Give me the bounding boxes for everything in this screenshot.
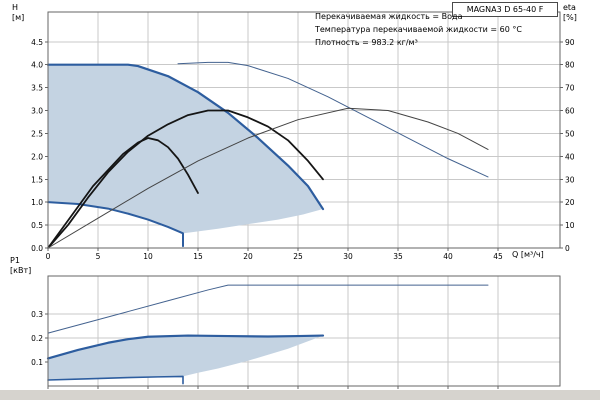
tick-label: 45 xyxy=(493,252,503,261)
tick-label: 3.5 xyxy=(31,84,43,93)
tick-label: 2.0 xyxy=(31,152,43,161)
annotation-temperature: Температура перекачиваемой жидкости = 60… xyxy=(315,25,522,34)
pump-model-title: MAGNA3 D 65-40 F xyxy=(452,2,558,17)
tick-label: 50 xyxy=(565,129,575,138)
tick-label: 60 xyxy=(565,107,575,116)
tick-label: 0.3 xyxy=(31,310,43,319)
tick-label: 0 xyxy=(565,244,570,253)
tick-label: 10 xyxy=(565,221,575,230)
tick-label: 0.5 xyxy=(31,221,43,230)
tick-label: 30 xyxy=(343,252,353,261)
tick-label: 1.5 xyxy=(31,175,43,184)
power-axis-title: P1 [кВт] xyxy=(10,256,31,276)
tick-label: 0.1 xyxy=(31,358,43,367)
p1-chart: 0.1 0.2 0.3 xyxy=(31,275,561,389)
plot-border xyxy=(47,275,561,387)
fluid-annotations: Перекачиваемая жидкость = Вода Температу… xyxy=(315,10,522,49)
qh-eta-chart: 0 5 10 15 20 25 30 35 40 45 0.0 0.5 1.0 1.5 2.0 2.5 3.0 3… xyxy=(31,11,575,261)
tick-label: 0.0 xyxy=(31,244,43,253)
power-axis-unit: [кВт] xyxy=(10,266,32,275)
eta-pump-curve xyxy=(47,109,324,249)
tick-label: 25 xyxy=(293,252,303,261)
tick-label: 10 xyxy=(143,252,153,261)
p1-min-speed-curve xyxy=(47,375,184,385)
p1-parallel-operation-curve xyxy=(47,284,489,334)
tick-label: 40 xyxy=(443,252,453,261)
tick-label: 0 xyxy=(46,252,51,261)
flow-axis-title: Q [м³/ч] xyxy=(512,250,544,259)
tick-label: 20 xyxy=(565,198,575,207)
power-axis-symbol: P1 xyxy=(10,256,20,265)
window-chrome-bottom xyxy=(0,390,600,400)
qh-max-speed-curve xyxy=(46,63,325,211)
tick-label: 5 xyxy=(96,252,101,261)
p1-max-speed-curve xyxy=(46,334,325,360)
tick-label: 4.5 xyxy=(31,38,43,47)
tick-label: 1.0 xyxy=(31,198,43,207)
tick-label: 4.0 xyxy=(31,61,43,70)
annotation-fluid: Перекачиваемая жидкость = Вода xyxy=(315,12,463,21)
tick-label: 2.5 xyxy=(31,129,43,138)
eta-axis-symbol: eta xyxy=(563,3,576,12)
eta-axis-title: eta [%] xyxy=(563,3,577,23)
tick-label: 90 xyxy=(565,38,575,47)
tick-label: 3.0 xyxy=(31,107,43,116)
tick-label: 35 xyxy=(393,252,403,261)
tick-label: 70 xyxy=(565,84,575,93)
tick-label: 30 xyxy=(565,175,575,184)
tick-label: 0.2 xyxy=(31,334,43,343)
head-axis-title: H [м] xyxy=(12,3,24,23)
tick-label: 15 xyxy=(193,252,203,261)
annotation-density: Плотность = 983.2 кг/м³ xyxy=(315,38,418,47)
eta-pump-motor-curve xyxy=(47,137,199,249)
head-axis-symbol: H xyxy=(12,3,19,12)
p1-chart-operating-range xyxy=(48,335,323,380)
tick-label: 20 xyxy=(243,252,253,261)
tick-label: 40 xyxy=(565,152,575,161)
eta-axis-unit: [%] xyxy=(563,13,577,22)
eta-parallel-operation-curve xyxy=(47,107,489,249)
tick-label: 80 xyxy=(565,61,575,70)
head-axis-unit: [м] xyxy=(12,13,25,22)
qh-parallel-operation-curve xyxy=(177,61,489,178)
qh-eta-chart-operating-range xyxy=(48,64,323,234)
plot-border xyxy=(47,11,561,249)
